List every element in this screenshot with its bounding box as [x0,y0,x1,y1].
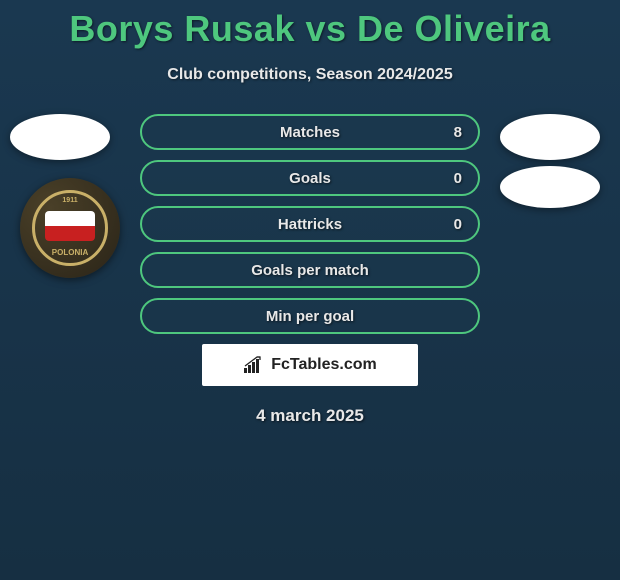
footer-brand-badge: FcTables.com [202,344,418,386]
subtitle: Club competitions, Season 2024/2025 [0,66,620,84]
stat-value: 8 [454,124,462,141]
stat-value: 0 [454,216,462,233]
player1-club-badge: 1911 POLONIA [20,178,120,278]
stat-label: Goals per match [251,262,369,279]
stat-row-min-per-goal: Min per goal [140,298,480,334]
stat-value: 0 [454,170,462,187]
club-badge-inner: 1911 POLONIA [32,190,108,266]
comparison-content: 1911 POLONIA Matches 8 Goals 0 Hattricks… [0,114,620,426]
snapshot-date: 4 march 2025 [0,406,620,426]
stat-label: Hattricks [278,216,342,233]
page-title: Borys Rusak vs De Oliveira [0,0,620,50]
stat-row-hattricks: Hattricks 0 [140,206,480,242]
footer-brand-text: FcTables.com [271,356,377,374]
bar-chart-icon [243,356,265,374]
flag-red-stripe [45,226,95,241]
stat-row-goals-per-match: Goals per match [140,252,480,288]
club-badge-flag [45,211,95,241]
stat-row-matches: Matches 8 [140,114,480,150]
player1-avatar-placeholder [10,114,110,160]
player2-club-placeholder [500,166,600,208]
stat-label: Min per goal [266,308,354,325]
club-badge-name: POLONIA [52,248,88,257]
club-badge-year: 1911 [62,197,77,204]
flag-white-stripe [45,211,95,226]
player2-avatar-placeholder [500,114,600,160]
stat-label: Goals [289,170,331,187]
stats-list: Matches 8 Goals 0 Hattricks 0 Goals per … [140,114,480,334]
stat-row-goals: Goals 0 [140,160,480,196]
stat-label: Matches [280,124,340,141]
